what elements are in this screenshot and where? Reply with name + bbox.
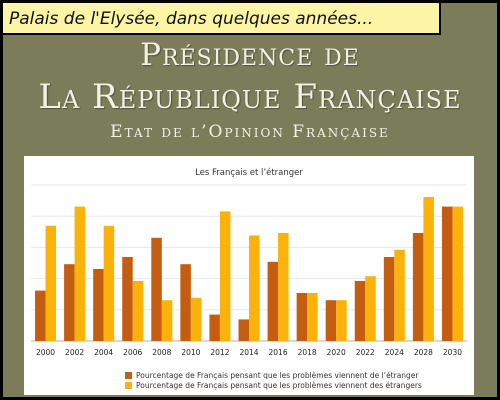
legend-label-series1: Pourcentage de Français pensant que les … — [136, 370, 419, 380]
chart-title: Les Français et l’étranger — [195, 167, 303, 178]
bar-series2-2018 — [307, 293, 318, 341]
x-tick-label: 2000 — [36, 348, 55, 357]
chart-panel: Les Français et l’étranger 2000 2002 2004 2… — [24, 156, 474, 395]
bar-series2-2000 — [45, 225, 57, 341]
bar-series2-2008 — [161, 300, 173, 341]
bar-chart: Les Français et l’étranger 2000 2002 2004 2… — [31, 167, 467, 357]
x-tick-label: 2030 — [443, 348, 462, 357]
bar-series2-2016 — [278, 233, 289, 341]
bar-series1-2022 — [354, 281, 366, 341]
bar-series1-2018 — [296, 293, 308, 341]
x-tick-label: 2028 — [414, 348, 433, 357]
x-tick-label: 2024 — [385, 348, 404, 357]
x-tick-label: 2018 — [298, 348, 317, 357]
legend-item-series1: Pourcentage de Français pensant que les … — [125, 370, 455, 380]
bar-series1-2002 — [64, 264, 75, 341]
bar-series1-2010 — [180, 264, 191, 341]
bar-series2-2006 — [132, 281, 144, 341]
x-tick-label: 2016 — [269, 348, 288, 357]
bar-series2-2004 — [103, 225, 115, 341]
x-tick-label: 2010 — [181, 348, 200, 357]
bar-series2-2028 — [423, 197, 434, 341]
bar-series1-2004 — [93, 269, 104, 341]
x-tick-label: 2020 — [327, 348, 346, 357]
legend-swatch-series1 — [125, 371, 132, 379]
x-tick-label: 2004 — [94, 348, 113, 357]
bar-series2-2024 — [394, 249, 405, 341]
legend-item-series2: Pourcentage de Français pensant que les … — [125, 380, 455, 390]
bar-series1-2008 — [151, 237, 162, 341]
caption-banner: Palais de l'Elysée, dans quelques années… — [3, 3, 441, 35]
x-tick-label: 2008 — [152, 348, 171, 357]
x-tick-label: 2014 — [239, 348, 258, 357]
chart-legend: Pourcentage de Français pensant que les … — [125, 370, 455, 390]
bar-series1-2024 — [383, 257, 395, 341]
x-tick-label: 2012 — [210, 348, 229, 357]
bar-series1-2030 — [441, 206, 453, 341]
bar-series1-2016 — [267, 261, 279, 341]
bar-series2-2020 — [336, 300, 347, 341]
bar-series1-2014 — [238, 319, 249, 341]
page-title-line1: Présidence de — [140, 37, 360, 73]
x-tick-label: 2006 — [123, 348, 142, 357]
bar-series1-2000 — [35, 290, 46, 341]
page-title-line2: La République Française — [38, 77, 462, 117]
bar-series2-2002 — [74, 206, 86, 341]
x-tick-label: 2022 — [356, 348, 375, 357]
bar-series2-2022 — [365, 276, 376, 341]
bar-series1-2028 — [412, 233, 424, 341]
bar-series1-2012 — [209, 314, 220, 341]
bar-series2-2012 — [219, 211, 231, 341]
bar-series1-2020 — [325, 300, 337, 341]
bar-series2-2010 — [190, 297, 202, 341]
bar-series2-2014 — [249, 235, 260, 341]
legend-swatch-series2 — [125, 381, 132, 389]
x-tick-label: 2002 — [65, 348, 84, 357]
bar-series2-2030 — [452, 206, 463, 341]
page-subtitle: Etat de l’Opinion Française — [110, 122, 390, 142]
legend-label-series2: Pourcentage de Français pensant que les … — [136, 380, 422, 390]
slide-frame: Palais de l'Elysée, dans quelques années… — [3, 3, 497, 397]
bar-series1-2006 — [122, 257, 133, 341]
